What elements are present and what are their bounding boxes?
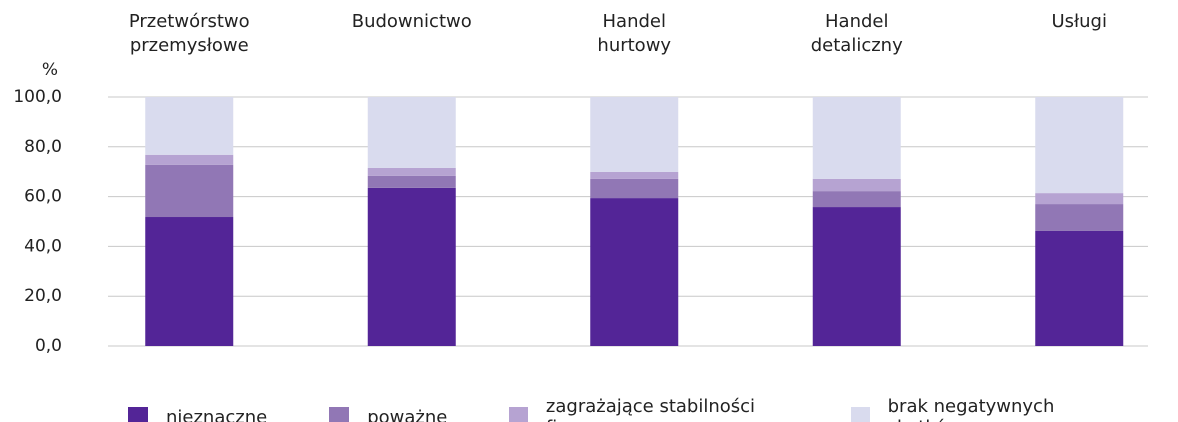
x-tick-label: Usługi <box>1051 11 1107 32</box>
legend-label: brak negatywnych skutków <box>887 396 1055 422</box>
bar-segment <box>1035 204 1124 231</box>
x-tick-label: Przetwórstwo przemysłowe <box>128 11 250 56</box>
bar-segment <box>812 97 901 179</box>
bar-segment <box>812 191 901 208</box>
y-tick-label: 60,0 <box>24 187 62 207</box>
bar-segment <box>1035 193 1124 205</box>
legend-swatch <box>329 407 350 422</box>
bar-segment <box>590 178 679 199</box>
legend-item: brak negatywnych skutków <box>851 396 1116 422</box>
bar-segment <box>590 171 679 179</box>
legend-item: zagrażające stabilności firmy <box>509 396 789 422</box>
bar-segment <box>812 178 901 192</box>
legend-swatch <box>509 407 528 422</box>
bar-segment <box>367 97 456 168</box>
bar-segment <box>590 97 679 172</box>
bar-segment <box>367 175 456 188</box>
bar-segment <box>1035 230 1124 346</box>
bar-segment <box>367 167 456 176</box>
bar-segment <box>367 187 456 346</box>
y-tick-label: 40,0 <box>24 236 62 256</box>
legend: nieznaczne poważne zagrażające stabilności… <box>128 396 1178 422</box>
x-tick-label: Budownictwo <box>351 11 472 32</box>
y-tick-label: 0,0 <box>35 336 62 356</box>
legend-swatch <box>128 407 148 422</box>
bar-segment <box>812 207 901 346</box>
bar-segment <box>590 198 679 346</box>
x-tick-label: Handel hurtowy <box>597 11 672 56</box>
legend-label: nieznaczne <box>166 406 268 422</box>
y-axis-label: % <box>42 60 58 80</box>
x-tick-label: Handel detaliczny <box>810 11 903 56</box>
legend-swatch <box>851 407 870 422</box>
bar-segment <box>145 154 234 165</box>
bar-segment <box>145 97 234 155</box>
legend-item: poważne <box>329 396 447 422</box>
legend-label: poważne <box>367 406 448 422</box>
bar-segment <box>1035 97 1124 194</box>
legend-label: zagrażające stabilności firmy <box>545 396 756 422</box>
y-tick-label: 80,0 <box>24 137 62 157</box>
bar-segment <box>145 164 234 218</box>
bar-segment <box>145 217 234 346</box>
legend-item: nieznaczne <box>128 396 267 422</box>
y-tick-label: 100,0 <box>13 87 62 107</box>
y-tick-label: 20,0 <box>24 286 62 306</box>
